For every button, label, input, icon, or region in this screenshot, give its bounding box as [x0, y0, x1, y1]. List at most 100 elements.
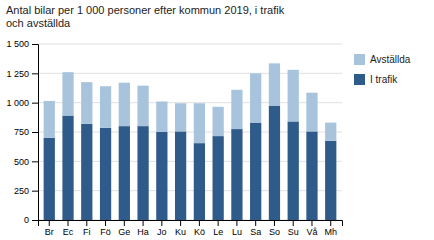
x-tick-label: Ku [175, 227, 186, 237]
y-tick-mark [32, 220, 38, 221]
bar [269, 106, 280, 220]
x-tick-label: Jo [157, 227, 167, 237]
y-tick-mark [32, 44, 38, 45]
bar [137, 126, 148, 220]
bar [81, 124, 92, 220]
x-tick: Le [213, 220, 223, 237]
x-tick-label: Ge [118, 227, 130, 237]
x-tick-label: Br [45, 227, 54, 237]
x-axis: Br Ec Fi Fö Ge Ha Jo Ku Kö Le Lu Sa So Su Vå Mh [39, 220, 343, 237]
bar [119, 126, 130, 220]
y-tick-mark [32, 161, 38, 162]
x-tick: So [269, 220, 280, 237]
x-tick-mark [255, 220, 256, 226]
legend-swatch [354, 54, 365, 65]
bar [194, 143, 205, 220]
x-tick: Sa [250, 220, 261, 237]
y-tick: 250 [14, 186, 38, 196]
bar [100, 128, 111, 220]
x-tick-label: Fö [100, 227, 111, 237]
x-tick-mark [86, 220, 87, 226]
bar [325, 141, 336, 220]
legend: Avställda I trafik [354, 54, 411, 85]
bar [137, 86, 148, 126]
x-tick-mark [68, 220, 69, 226]
bar [306, 131, 317, 220]
legend-label: I trafik [370, 74, 398, 85]
bar [156, 101, 167, 132]
x-tick-label: Sa [250, 227, 261, 237]
grid-line [38, 44, 342, 45]
bar [100, 86, 111, 128]
x-tick: Jo [157, 220, 167, 237]
y-tick: 1 250 [6, 69, 38, 79]
y-tick-label: 750 [14, 127, 29, 137]
bar [325, 123, 336, 141]
x-tick-label: Le [213, 227, 223, 237]
x-tick: Su [288, 220, 299, 237]
x-tick: Ge [118, 220, 130, 237]
x-tick-label: Ha [137, 227, 149, 237]
x-tick-label: Kö [194, 227, 205, 237]
y-tick-label: 500 [14, 157, 29, 167]
title: Antal bilar per 1 000 personer efter kom… [6, 4, 285, 29]
y-tick: 1 000 [6, 98, 38, 108]
bar [231, 90, 242, 129]
bar [175, 131, 186, 220]
x-tick-label: Mh [324, 227, 337, 237]
x-axis-line [39, 221, 343, 227]
y-axis: 0 250 500 750 1 000 1 250 1 500 [6, 39, 38, 225]
legend-swatch [354, 74, 365, 85]
bar [81, 82, 92, 124]
legend-item: Avställda [354, 54, 411, 65]
bar [288, 121, 299, 220]
x-tick: Ec [63, 220, 74, 237]
bar [250, 123, 261, 220]
x-tick-label: Vå [306, 227, 317, 237]
x-tick-mark [199, 220, 200, 226]
x-tick: Kö [194, 220, 205, 237]
x-tick-mark [105, 220, 106, 226]
x-tick-label: Fi [83, 227, 91, 237]
y-tick: 1 500 [6, 39, 38, 49]
x-tick-mark [218, 220, 219, 226]
x-tick-label: Lu [232, 227, 242, 237]
y-tick-label: 250 [14, 186, 29, 196]
x-tick: Fö [100, 220, 111, 237]
x-tick: Br [45, 220, 54, 237]
bar [250, 73, 261, 122]
y-tick-mark [32, 132, 38, 133]
bar [44, 101, 55, 138]
x-tick: Mh [324, 220, 337, 237]
x-tick: Ku [175, 220, 186, 237]
x-tick: Lu [232, 220, 242, 237]
grid [38, 44, 342, 220]
bars [44, 63, 337, 220]
x-tick: Ha [137, 220, 149, 237]
x-tick-mark [293, 220, 294, 226]
bar [288, 70, 299, 122]
bar [194, 103, 205, 143]
legend-item: I trafik [354, 74, 398, 85]
bar [213, 136, 224, 220]
chart: Antal bilar per 1 000 personer efter kom… [0, 0, 434, 240]
bar [213, 107, 224, 136]
y-tick: 0 [24, 215, 38, 225]
x-tick-mark [236, 220, 237, 226]
x-tick-mark [161, 220, 162, 226]
x-tick-mark [330, 220, 331, 226]
plot: 0 250 500 750 1 000 1 250 1 500 Br Ec Fi Fö Ge Ha Jo K… [6, 39, 342, 237]
y-tick-mark [32, 103, 38, 104]
bar [269, 63, 280, 105]
bar [119, 83, 130, 126]
bar [175, 103, 186, 131]
x-tick: Vå [306, 220, 317, 237]
y-axis-line [32, 45, 39, 221]
x-tick-mark [49, 220, 50, 226]
bar [44, 138, 55, 220]
bar-series [44, 63, 337, 143]
bar [62, 116, 73, 220]
y-tick: 500 [14, 157, 38, 167]
y-tick-label: 1 500 [6, 39, 29, 49]
bar [156, 132, 167, 220]
